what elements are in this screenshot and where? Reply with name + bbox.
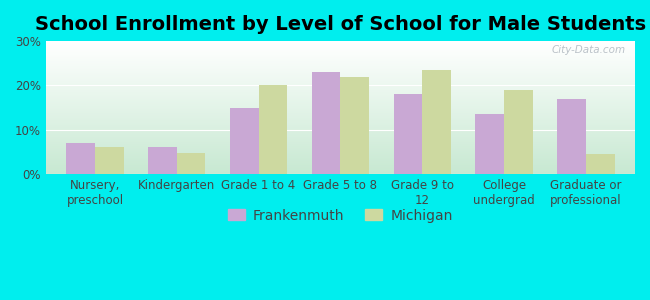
Bar: [259, 85, 287, 174]
Text: City-Data.com: City-Data.com: [552, 45, 626, 55]
Bar: [148, 147, 177, 174]
Title: School Enrollment by Level of School for Male Students: School Enrollment by Level of School for…: [35, 15, 646, 34]
Bar: [394, 94, 422, 174]
Bar: [312, 72, 341, 174]
Bar: [341, 76, 369, 174]
Bar: [475, 114, 504, 174]
Bar: [504, 90, 533, 174]
Legend: Frankenmuth, Michigan: Frankenmuth, Michigan: [228, 209, 453, 223]
Bar: [422, 70, 451, 174]
Bar: [66, 143, 95, 174]
Bar: [177, 153, 205, 174]
Bar: [557, 99, 586, 174]
Bar: [230, 107, 259, 174]
Bar: [95, 147, 124, 174]
Bar: [586, 154, 614, 174]
